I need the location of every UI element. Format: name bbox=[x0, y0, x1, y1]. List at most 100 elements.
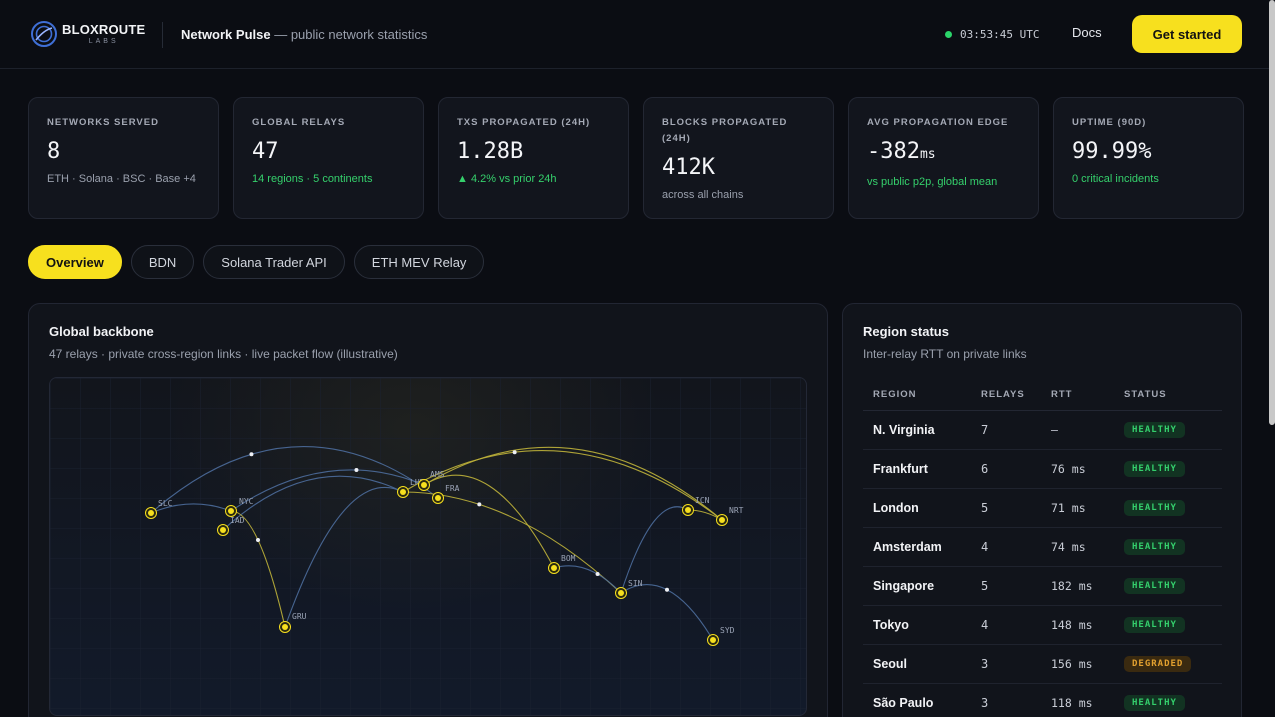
relay-node-gru[interactable]: GRU bbox=[279, 612, 307, 633]
relay-node-label: SYD bbox=[720, 626, 735, 635]
page-title-rest: — public network statistics bbox=[270, 27, 428, 42]
table-row[interactable]: Seoul 3 156 ms DEGRADED bbox=[863, 644, 1222, 684]
kpi-sub: ETH · Solana · BSC · Base +4 bbox=[47, 173, 196, 185]
backbone-map-svg: SLC NYC IAD GRU LHR AMS FRA BOM SIN ICN NRT SYD bbox=[50, 378, 806, 715]
status-badge: HEALTHY bbox=[1124, 695, 1185, 711]
tab-eth-mev-relay[interactable]: ETH MEV Relay bbox=[353, 245, 485, 279]
relay-node-iad[interactable]: IAD bbox=[217, 516, 245, 536]
page-scrollbar[interactable] bbox=[1269, 0, 1275, 425]
relay-node-icn[interactable]: ICN bbox=[682, 496, 710, 516]
relay-node-label: SLC bbox=[158, 499, 173, 508]
tab-bar: Overview BDN Solana Trader API ETH MEV R… bbox=[28, 245, 485, 279]
region-status-title: Region status bbox=[863, 324, 949, 339]
rtt-value: 156 ms bbox=[1041, 644, 1114, 684]
link-nyc-ams bbox=[230, 469, 425, 512]
table-row[interactable]: London 5 71 ms HEALTHY bbox=[863, 488, 1222, 528]
backbone-title: Global backbone bbox=[49, 324, 154, 339]
kpi-value: 1.28B bbox=[457, 139, 524, 164]
kpi-row: NETWORKS SERVED 8 ETH · Solana · BSC · B… bbox=[28, 97, 1244, 219]
status-cell: HEALTHY bbox=[1114, 527, 1222, 567]
rtt-value: 74 ms bbox=[1041, 527, 1114, 567]
packet-dots bbox=[249, 450, 669, 592]
link-lhr-sin bbox=[402, 491, 622, 594]
kpi-card-txs: TXS PROPAGATED (24H) 1.28B ▲ 4.2% vs pri… bbox=[438, 97, 629, 219]
rtt-value: 76 ms bbox=[1041, 449, 1114, 489]
kpi-value: 99.99% bbox=[1072, 139, 1152, 164]
status-cell: HEALTHY bbox=[1114, 605, 1222, 645]
rtt-value: 148 ms bbox=[1041, 605, 1114, 645]
kpi-sub: across all chains bbox=[662, 189, 744, 201]
kpi-sub: vs public p2p, global mean bbox=[867, 176, 998, 188]
relay-node-sin[interactable]: SIN bbox=[615, 579, 643, 599]
packet-dot bbox=[595, 572, 600, 577]
kpi-value-number: -382 bbox=[867, 139, 920, 164]
relay-node-nrt[interactable]: NRT bbox=[716, 506, 744, 526]
relay-node-label: AMS bbox=[430, 470, 445, 479]
link-ams-bom bbox=[423, 474, 555, 569]
get-started-button[interactable]: Get started bbox=[1132, 15, 1242, 53]
relay-node-lhr[interactable]: LHR bbox=[397, 478, 425, 498]
status-cell: HEALTHY bbox=[1114, 410, 1222, 450]
docs-link[interactable]: Docs bbox=[1072, 25, 1102, 40]
rtt-value: 71 ms bbox=[1041, 488, 1114, 528]
tab-solana-trader-api[interactable]: Solana Trader API bbox=[203, 245, 345, 279]
region-name: São Paulo bbox=[863, 683, 971, 717]
backbone-map[interactable]: SLC NYC IAD GRU LHR AMS FRA BOM SIN ICN NRT SYD bbox=[49, 377, 807, 716]
region-status-subtitle: Inter-relay RTT on private links bbox=[863, 347, 1027, 361]
packet-dot bbox=[249, 452, 254, 457]
link-lhr-nrt bbox=[402, 450, 723, 521]
relay-node-bom[interactable]: BOM bbox=[548, 554, 576, 574]
table-row[interactable]: Frankfurt 6 76 ms HEALTHY bbox=[863, 449, 1222, 489]
top-bar: BLOXROUTE LABS Network Pulse — public ne… bbox=[0, 0, 1275, 69]
status-badge: HEALTHY bbox=[1124, 461, 1185, 477]
relay-node-nyc[interactable]: NYC bbox=[225, 497, 254, 517]
relay-count: 5 bbox=[971, 488, 1041, 528]
table-row[interactable]: Tokyo 4 148 ms HEALTHY bbox=[863, 605, 1222, 645]
link-gru-lhr bbox=[284, 486, 404, 628]
relay-node-syd[interactable]: SYD bbox=[707, 626, 735, 646]
table-row[interactable]: Singapore 5 182 ms HEALTHY bbox=[863, 566, 1222, 606]
packet-dot bbox=[477, 502, 482, 507]
kpi-sub: ▲ 4.2% vs prior 24h bbox=[457, 173, 557, 185]
relay-node-label: ICN bbox=[695, 496, 710, 505]
map-grid bbox=[50, 378, 806, 715]
logo[interactable]: BLOXROUTE LABS bbox=[30, 20, 145, 48]
rtt-value: 182 ms bbox=[1041, 566, 1114, 606]
link-iad-lhr bbox=[222, 475, 404, 531]
relay-node-slc[interactable]: SLC bbox=[145, 499, 173, 519]
tab-bdn[interactable]: BDN bbox=[130, 245, 195, 279]
status-badge: HEALTHY bbox=[1124, 422, 1185, 438]
kpi-card-networks: NETWORKS SERVED 8 ETH · Solana · BSC · B… bbox=[28, 97, 219, 219]
relay-node-fra[interactable]: FRA bbox=[432, 484, 460, 504]
kpi-value: 412K bbox=[662, 155, 715, 180]
region-name: Seoul bbox=[863, 644, 971, 684]
logo-sub: LABS bbox=[88, 38, 119, 45]
kpi-value: 8 bbox=[47, 139, 61, 164]
relay-node-ams[interactable]: AMS bbox=[418, 470, 445, 491]
relay-count: 3 bbox=[971, 644, 1041, 684]
table-row[interactable]: São Paulo 3 118 ms HEALTHY bbox=[863, 683, 1222, 717]
region-rows: N. Virginia 7— HEALTHY Frankfurt 6 76 ms HEALT… bbox=[863, 410, 1222, 717]
table-row[interactable]: Amsterdam 4 74 ms HEALTHY bbox=[863, 527, 1222, 567]
status-badge: HEALTHY bbox=[1124, 500, 1185, 516]
table-row[interactable]: N. Virginia 7— HEALTHY bbox=[863, 410, 1222, 450]
status-badge: HEALTHY bbox=[1124, 539, 1185, 555]
kpi-card-uptime: UPTIME (90D) 99.99% 0 critical incidents bbox=[1053, 97, 1244, 219]
packet-dot bbox=[665, 587, 669, 592]
link-slc-nyc bbox=[150, 503, 232, 514]
status-cell: HEALTHY bbox=[1114, 488, 1222, 528]
column-header-relays: RELAYS bbox=[971, 379, 1041, 411]
region-name: Tokyo bbox=[863, 605, 971, 645]
tab-overview[interactable]: Overview bbox=[28, 245, 122, 279]
relay-nodes: SLC NYC IAD GRU LHR AMS FRA BOM SIN ICN NRT SYD bbox=[145, 470, 744, 646]
relay-node-label: NRT bbox=[729, 506, 744, 515]
clock-text: 03:53:45 UTC bbox=[960, 28, 1040, 41]
relay-node-label: LHR bbox=[410, 478, 425, 487]
region-name: Amsterdam bbox=[863, 527, 971, 567]
region-name: Frankfurt bbox=[863, 449, 971, 489]
header-divider bbox=[162, 22, 163, 48]
table-header-row: REGION RELAYS RTT STATUS bbox=[863, 379, 1222, 411]
relay-node-label: IAD bbox=[230, 516, 245, 525]
relay-node-label: SIN bbox=[628, 579, 643, 588]
kpi-card-blocks: BLOCKS PROPAGATED (24H) 412K across all … bbox=[643, 97, 834, 219]
